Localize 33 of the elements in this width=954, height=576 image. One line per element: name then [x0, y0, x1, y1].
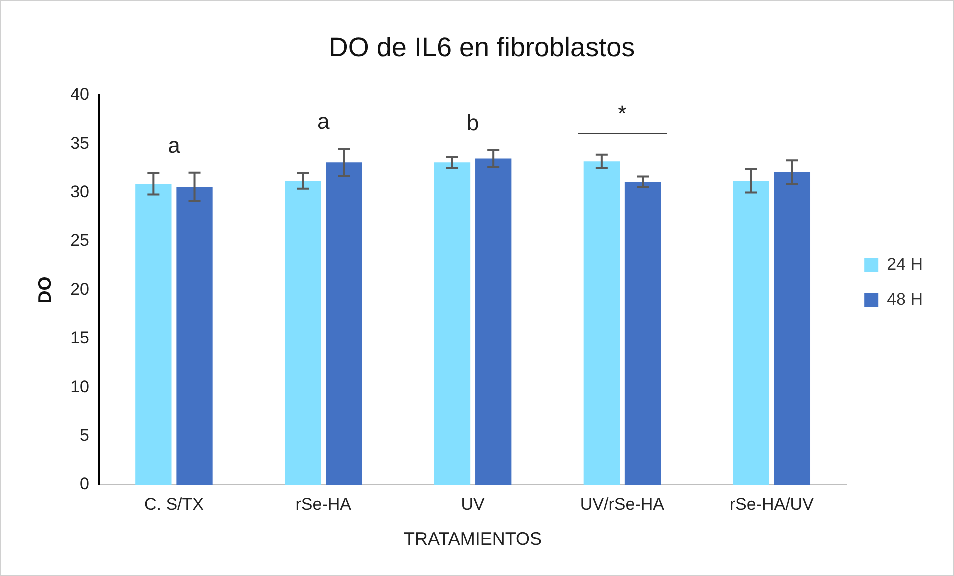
bar [176, 186, 213, 485]
bar [584, 162, 620, 485]
y-tick-label: 10 [70, 377, 90, 396]
y-tick-label: 20 [70, 280, 90, 299]
legend-label: 48 H [887, 290, 924, 310]
bar [624, 182, 662, 485]
x-tick-label: rSe-HA/UV [730, 494, 815, 514]
bar [774, 172, 811, 485]
y-tick-label: 35 [70, 134, 90, 153]
legend-label: 24 H [887, 255, 924, 274]
annotation: a [318, 109, 331, 134]
x-tick-label: UV/rSe-HA [580, 494, 666, 514]
x-axis-title: TRATAMIENTOS [404, 529, 542, 550]
annotation: b [466, 110, 480, 136]
bar [476, 158, 512, 485]
y-tick-label: 15 [70, 328, 90, 348]
bar [285, 181, 322, 485]
bar [326, 162, 362, 485]
y-tick-label: 0 [80, 474, 90, 494]
y-axis-title: DO [34, 276, 55, 304]
y-tick-label: 40 [70, 85, 90, 104]
x-tick-label: UV [461, 494, 486, 514]
bar [733, 181, 770, 485]
y-tick-label: 30 [70, 182, 90, 202]
bar [434, 162, 471, 485]
x-tick-label: rSe-HA [296, 494, 352, 514]
annotation: a [168, 132, 182, 158]
bar [136, 184, 172, 485]
y-tick-label: 5 [80, 426, 90, 445]
annotation: * [618, 100, 628, 126]
chart-title: DO de IL6 en fibroblastos [328, 32, 636, 63]
x-tick-label: C. S/TX [144, 494, 204, 514]
y-tick-label: 25 [70, 231, 90, 250]
